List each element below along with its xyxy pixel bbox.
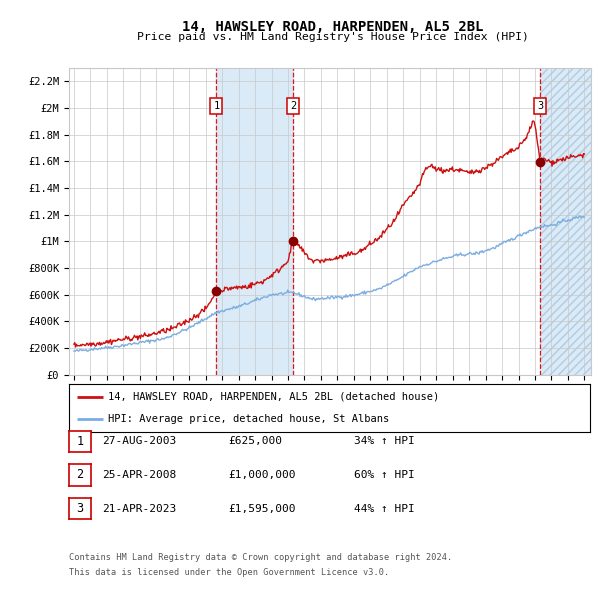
Text: 1: 1: [213, 101, 220, 111]
Text: £1,595,000: £1,595,000: [228, 504, 296, 513]
Text: 34% ↑ HPI: 34% ↑ HPI: [354, 437, 415, 446]
Bar: [540, 68, 594, 375]
Text: £625,000: £625,000: [228, 437, 282, 446]
Text: This data is licensed under the Open Government Licence v3.0.: This data is licensed under the Open Gov…: [69, 568, 389, 577]
Text: 3: 3: [77, 502, 83, 515]
Bar: [540, 68, 594, 375]
Text: 1: 1: [77, 435, 83, 448]
Text: 14, HAWSLEY ROAD, HARPENDEN, AL5 2BL (detached house): 14, HAWSLEY ROAD, HARPENDEN, AL5 2BL (de…: [108, 392, 439, 402]
Text: £1,000,000: £1,000,000: [228, 470, 296, 480]
Text: HPI: Average price, detached house, St Albans: HPI: Average price, detached house, St A…: [108, 414, 389, 424]
Text: 27-AUG-2003: 27-AUG-2003: [102, 437, 176, 446]
Text: 2: 2: [290, 101, 296, 111]
Bar: [217, 68, 293, 375]
Text: Price paid vs. HM Land Registry's House Price Index (HPI): Price paid vs. HM Land Registry's House …: [137, 32, 529, 42]
Text: 60% ↑ HPI: 60% ↑ HPI: [354, 470, 415, 480]
Text: 44% ↑ HPI: 44% ↑ HPI: [354, 504, 415, 513]
Text: 25-APR-2008: 25-APR-2008: [102, 470, 176, 480]
Text: 3: 3: [537, 101, 543, 111]
Text: Contains HM Land Registry data © Crown copyright and database right 2024.: Contains HM Land Registry data © Crown c…: [69, 553, 452, 562]
Text: 2: 2: [77, 468, 83, 481]
Text: 21-APR-2023: 21-APR-2023: [102, 504, 176, 513]
Text: 14, HAWSLEY ROAD, HARPENDEN, AL5 2BL: 14, HAWSLEY ROAD, HARPENDEN, AL5 2BL: [182, 20, 484, 34]
